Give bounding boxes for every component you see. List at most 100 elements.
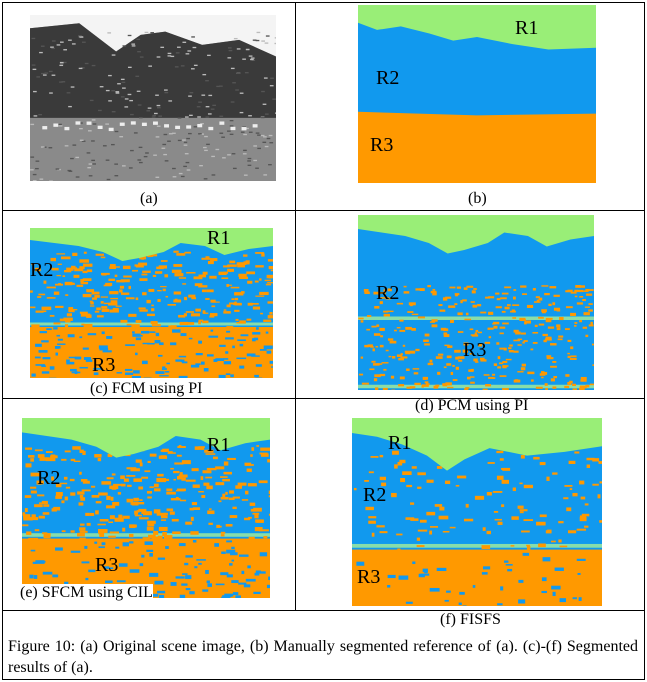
image-detail — [579, 481, 584, 485]
image-detail — [574, 325, 576, 327]
image-detail — [179, 376, 188, 378]
image-detail — [137, 51, 141, 52]
image-detail — [148, 289, 154, 292]
image-detail — [144, 156, 148, 157]
image-detail — [83, 271, 88, 273]
image-detail — [104, 303, 112, 304]
image-detail — [89, 175, 93, 176]
image-detail — [146, 110, 150, 111]
image-detail — [56, 275, 61, 276]
image-detail — [156, 478, 166, 482]
image-detail — [61, 500, 64, 503]
image-detail — [230, 120, 234, 121]
image-detail — [192, 468, 199, 471]
image-detail — [130, 150, 134, 151]
image-detail — [524, 340, 528, 342]
image-detail — [161, 260, 168, 262]
image-detail — [219, 116, 223, 117]
image-detail — [140, 463, 143, 467]
image-detail — [570, 488, 573, 490]
image-detail — [585, 335, 588, 337]
image-detail — [87, 167, 91, 168]
image-detail — [580, 517, 587, 521]
image-detail — [404, 291, 410, 293]
image-detail — [203, 147, 207, 148]
image-detail — [263, 136, 267, 137]
image-detail — [412, 466, 417, 469]
image-detail — [136, 266, 144, 267]
image-detail — [139, 307, 146, 309]
image-detail — [186, 53, 190, 54]
image-detail — [255, 527, 263, 531]
image-detail — [76, 176, 80, 177]
region-label: R1 — [207, 227, 230, 249]
region-label: R3 — [92, 354, 115, 376]
image-detail — [536, 387, 543, 389]
image-detail — [123, 542, 129, 546]
image-detail — [447, 387, 453, 389]
image-detail — [270, 78, 274, 79]
image-detail — [112, 111, 116, 112]
image-detail — [134, 525, 137, 528]
image-detail — [239, 366, 244, 369]
image-detail — [134, 132, 138, 133]
image-detail — [53, 327, 57, 329]
image-detail — [90, 302, 94, 305]
image-detail — [162, 144, 166, 145]
image-detail — [147, 496, 152, 498]
image-detail — [585, 306, 590, 307]
image-detail — [502, 293, 509, 295]
image-detail — [71, 551, 80, 553]
image-detail — [170, 512, 175, 515]
image-detail — [157, 299, 160, 302]
image-detail — [246, 319, 251, 321]
image-detail — [227, 458, 236, 460]
image-detail — [225, 492, 228, 495]
image-detail — [261, 91, 265, 92]
image-detail — [472, 290, 476, 293]
image-detail — [185, 522, 192, 525]
image-detail — [501, 468, 504, 470]
image-detail — [267, 138, 271, 139]
panel-label: (c) FCM using PI — [90, 380, 202, 398]
image-detail — [207, 354, 214, 356]
image-detail — [139, 499, 142, 501]
image-detail — [177, 455, 182, 457]
image-detail — [233, 592, 238, 595]
image-detail — [375, 387, 378, 390]
image-detail — [407, 311, 413, 313]
image-detail — [394, 330, 397, 332]
image-detail — [477, 304, 481, 306]
image-detail — [513, 487, 516, 491]
image-detail — [154, 581, 163, 585]
region-label: R2 — [376, 282, 399, 304]
image-detail — [248, 303, 253, 306]
image-detail — [115, 131, 119, 132]
image-detail — [376, 525, 384, 527]
image-detail — [114, 163, 118, 164]
image-detail — [205, 256, 209, 259]
image-detail — [358, 385, 594, 389]
image-detail — [66, 487, 70, 489]
image-detail — [145, 541, 153, 545]
image-detail — [579, 296, 583, 298]
image-detail — [144, 470, 150, 472]
image-detail — [90, 100, 94, 101]
image-detail — [270, 85, 274, 86]
image-detail — [256, 364, 262, 366]
image-detail — [166, 363, 170, 365]
image-detail — [406, 485, 412, 487]
image-detail — [164, 134, 168, 135]
image-detail — [586, 294, 592, 296]
image-detail — [225, 351, 228, 354]
image-detail — [30, 458, 34, 462]
image-detail — [451, 372, 453, 375]
image-detail — [164, 535, 172, 539]
image-detail — [512, 317, 516, 319]
image-detail — [172, 133, 176, 134]
image-detail — [458, 331, 464, 333]
image-detail — [390, 341, 397, 344]
image-detail — [254, 375, 259, 377]
image-detail — [35, 529, 39, 531]
image-detail — [412, 561, 415, 563]
